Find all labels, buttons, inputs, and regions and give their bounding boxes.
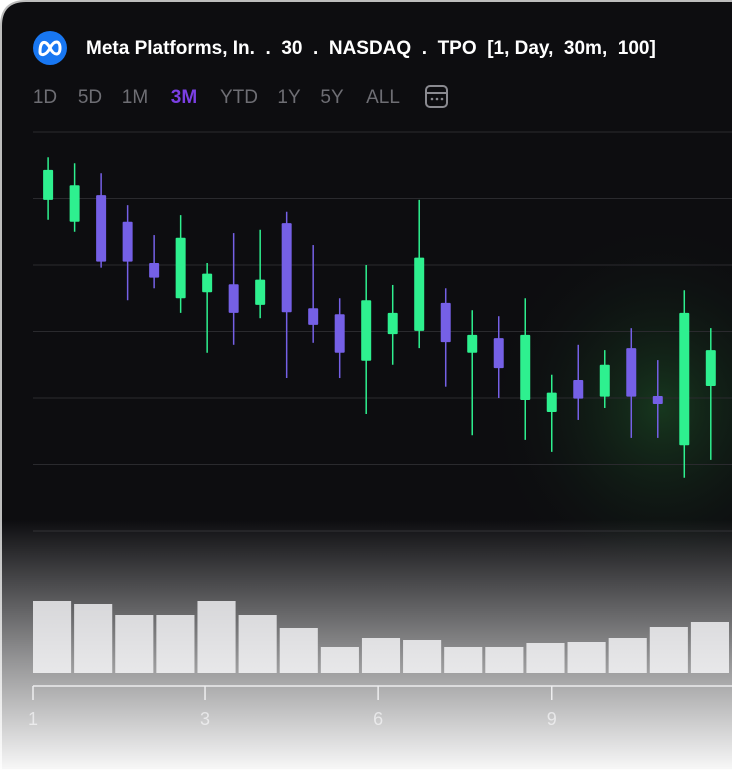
range-button[interactable]: 1Y: [277, 87, 301, 108]
candle-body: [520, 334, 531, 400]
range-button[interactable]: YTD: [220, 87, 258, 108]
candle-body: [149, 263, 160, 278]
symbol-title: Meta Platforms, In. . 30 . NASDAQ . TPO …: [86, 38, 656, 59]
calendar-icon[interactable]: [425, 85, 448, 108]
candle-body: [96, 195, 107, 262]
candle-body: [43, 169, 54, 200]
candle-body: [228, 284, 239, 313]
candle-body: [652, 396, 663, 404]
range-button[interactable]: 5Y: [320, 87, 344, 108]
candle-body: [679, 312, 690, 446]
range-button[interactable]: ALL: [366, 87, 400, 108]
range-button[interactable]: 1D: [33, 87, 57, 108]
candle-body: [599, 364, 610, 397]
candle-body: [308, 308, 319, 325]
logo: [33, 31, 67, 65]
candle-body: [122, 221, 133, 262]
candle-body: [175, 237, 186, 299]
candle-body: [202, 273, 213, 293]
candle-body: [573, 380, 584, 399]
candle-body: [334, 314, 345, 353]
candle-body: [546, 392, 557, 412]
candle-body: [440, 302, 451, 343]
candle-body: [705, 350, 716, 387]
candle-body: [255, 279, 266, 305]
candle-body: [69, 185, 80, 222]
candle-body: [493, 338, 504, 369]
candle-body: [281, 223, 292, 313]
range-button[interactable]: 5D: [78, 87, 102, 108]
candle-body: [467, 334, 478, 353]
range-button[interactable]: 3M: [171, 87, 197, 108]
candle-body: [626, 348, 637, 397]
candle-body: [361, 300, 372, 361]
glow: [380, 180, 732, 560]
candle-body: [387, 312, 398, 335]
candle-body: [414, 257, 425, 331]
range-button[interactable]: 1M: [122, 87, 148, 108]
fade-overlay: [0, 520, 732, 770]
